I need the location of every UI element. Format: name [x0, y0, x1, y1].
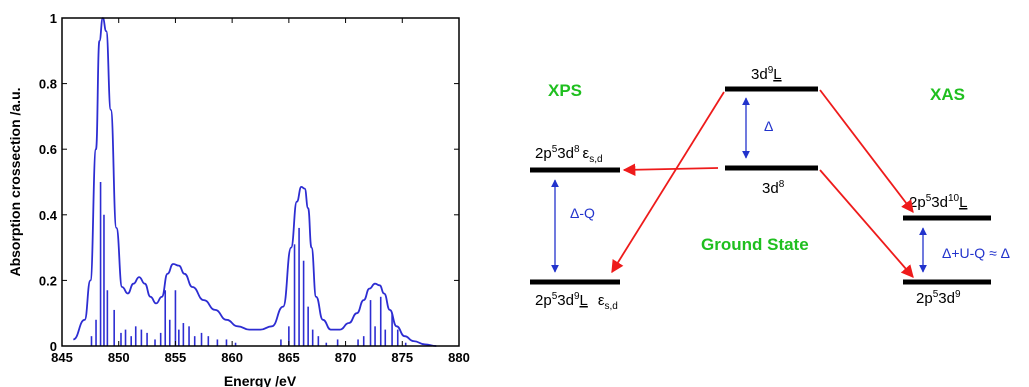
xas-transition-arrow-upper — [819, 89, 914, 214]
x-tick-label: 875 — [391, 350, 413, 365]
y-tick-label: 0.8 — [39, 77, 57, 92]
absorption-spectrum-chart: 845 850 855 860 865 870 875 880 00.20.40.60.81 … — [7, 11, 470, 387]
xas-transition-arrow-lower — [819, 169, 914, 278]
y-tick-label: 0.2 — [39, 273, 57, 288]
x-tick-label: 845 — [51, 350, 73, 365]
label-xps-lower: 2p53d9L εs,d — [535, 291, 618, 312]
y-tick-label: 0 — [50, 339, 57, 354]
y-tick-label: 0.4 — [39, 208, 58, 223]
xps-transition-arrow-lower — [611, 91, 725, 274]
label-gs-lower: 3d8 — [762, 179, 785, 197]
x-tick-label: 855 — [165, 350, 187, 365]
y-tick-label: 1 — [50, 11, 57, 26]
label-xas-upper: 2p53d10L — [909, 193, 967, 211]
label-xas-lower: 2p53d9 — [916, 289, 961, 307]
delta-q-label: Δ-Q — [570, 205, 595, 221]
y-tick-label: 0.6 — [39, 142, 57, 157]
x-tick-label: 880 — [448, 350, 470, 365]
label-gs-upper: 3d9L — [751, 65, 782, 83]
stick-spectrum — [90, 182, 407, 346]
x-tick-label: 850 — [108, 350, 130, 365]
xps-transition-arrow-upper — [622, 163, 719, 177]
delta-label: Δ — [764, 118, 773, 134]
xas-header: XAS — [930, 85, 965, 104]
spectrum-envelope-line — [72, 17, 437, 347]
energy-level-diagram: XPS XAS Ground State 3d9L 3d8 2p53d8 εs,d… — [530, 65, 1010, 312]
x-tick-label: 860 — [221, 350, 243, 365]
xps-header: XPS — [548, 81, 582, 100]
x-tick-label: 865 — [278, 350, 300, 365]
label-xps-upper: 2p53d8 εs,d — [535, 144, 603, 165]
x-axis-ticks: 845 850 855 860 865 870 875 880 — [51, 18, 470, 365]
x-axis-title: Energy /eV — [224, 373, 297, 387]
y-axis-title: Absorption crossection /a.u. — [7, 87, 23, 276]
x-tick-label: 870 — [335, 350, 357, 365]
delta-uq-label: Δ+U-Q ≈ Δ — [942, 245, 1010, 261]
y-axis-ticks: 0 0.2 0.4 0.6 0.8 1 — [39, 11, 459, 354]
ground-state-label: Ground State — [701, 235, 809, 254]
plot-frame — [61, 17, 460, 347]
